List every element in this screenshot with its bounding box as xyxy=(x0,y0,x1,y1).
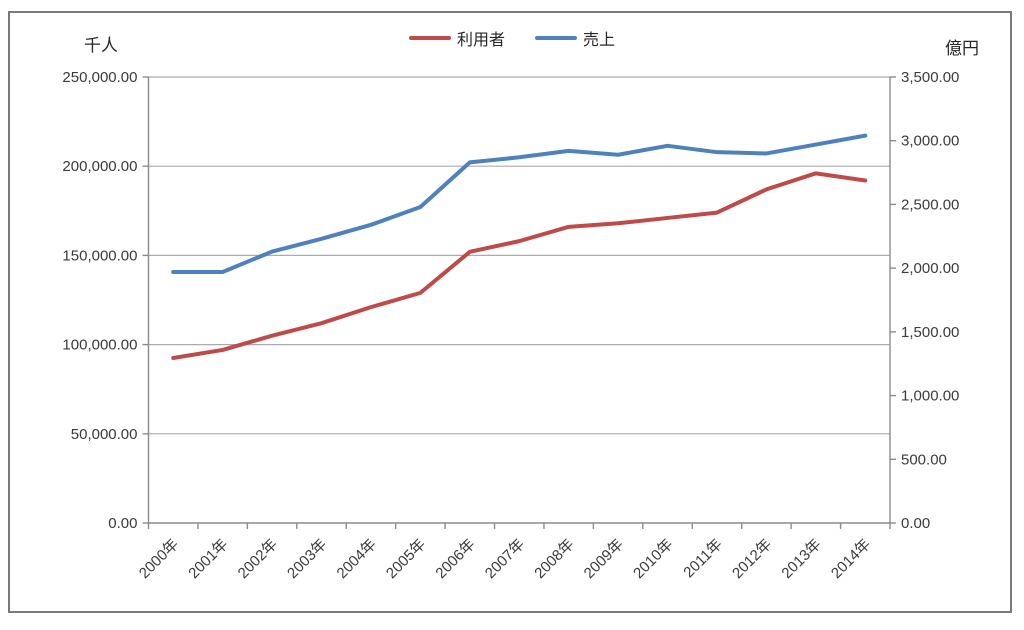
right-axis-tick-label: 500.00 xyxy=(901,451,947,468)
right-axis-tick-label: 3,500.00 xyxy=(901,69,959,86)
chart-outer-frame xyxy=(8,11,1012,613)
x-axis-tick-label: 2014年 xyxy=(828,536,874,582)
right-axis-tick-label: 2,000.00 xyxy=(901,260,959,277)
x-axis-tick-label: 2005年 xyxy=(383,536,429,582)
x-axis-tick-label: 2011年 xyxy=(680,536,725,581)
legend-line-icon xyxy=(535,36,577,40)
right-axis-tick-label: 1,000.00 xyxy=(901,388,959,405)
legend-label-sales: 売上 xyxy=(583,32,616,49)
right-axis-tick-label: 2,500.00 xyxy=(901,196,959,213)
right-axis-tick-label: 3,000.00 xyxy=(901,133,959,150)
series-line-利用者[interactable] xyxy=(171,171,868,360)
x-axis-tick-label: 2012年 xyxy=(729,536,775,582)
x-axis-tick-label: 2007年 xyxy=(482,536,528,582)
right-axis-tick-label: 1,500.00 xyxy=(901,324,959,341)
left-axis-tick-label: 150,000.00 xyxy=(62,247,137,264)
series-line-売上[interactable] xyxy=(171,133,868,274)
left-axis-tick-label: 50,000.00 xyxy=(71,426,138,443)
x-axis-tick-label: 2002年 xyxy=(235,536,281,582)
left-axis-title: 千人 xyxy=(84,36,118,55)
x-axis-tick-label: 2009年 xyxy=(581,536,627,582)
legend-line-icon xyxy=(408,36,451,40)
left-axis-tick-label: 0.00 xyxy=(108,515,137,532)
left-axis-tick-label: 250,000.00 xyxy=(62,69,137,86)
legend-label-users: 利用者 xyxy=(456,32,505,49)
x-axis-tick-label: 2013年 xyxy=(778,536,824,582)
x-axis-tick-label: 2004年 xyxy=(334,536,380,582)
x-axis-tick-label: 2008年 xyxy=(531,536,577,582)
left-axis-tick-label: 100,000.00 xyxy=(62,337,137,354)
left-axis-tick-label: 200,000.00 xyxy=(62,158,137,175)
x-axis-tick-label: 2010年 xyxy=(630,536,676,582)
right-axis-title: 億円 xyxy=(945,39,979,58)
legend-item-sales[interactable]: 売上 xyxy=(535,26,615,50)
legend-item-users[interactable]: 利用者 xyxy=(408,26,505,50)
x-axis-tick-label: 2006年 xyxy=(432,536,478,582)
x-axis-tick-label: 2003年 xyxy=(284,536,330,582)
x-axis-tick-label: 2000年 xyxy=(136,536,182,582)
right-axis-tick-label: 0.00 xyxy=(901,515,930,532)
chart-legend: 利用者 売上 xyxy=(0,26,1024,50)
x-axis-tick-label: 2001年 xyxy=(185,536,231,582)
